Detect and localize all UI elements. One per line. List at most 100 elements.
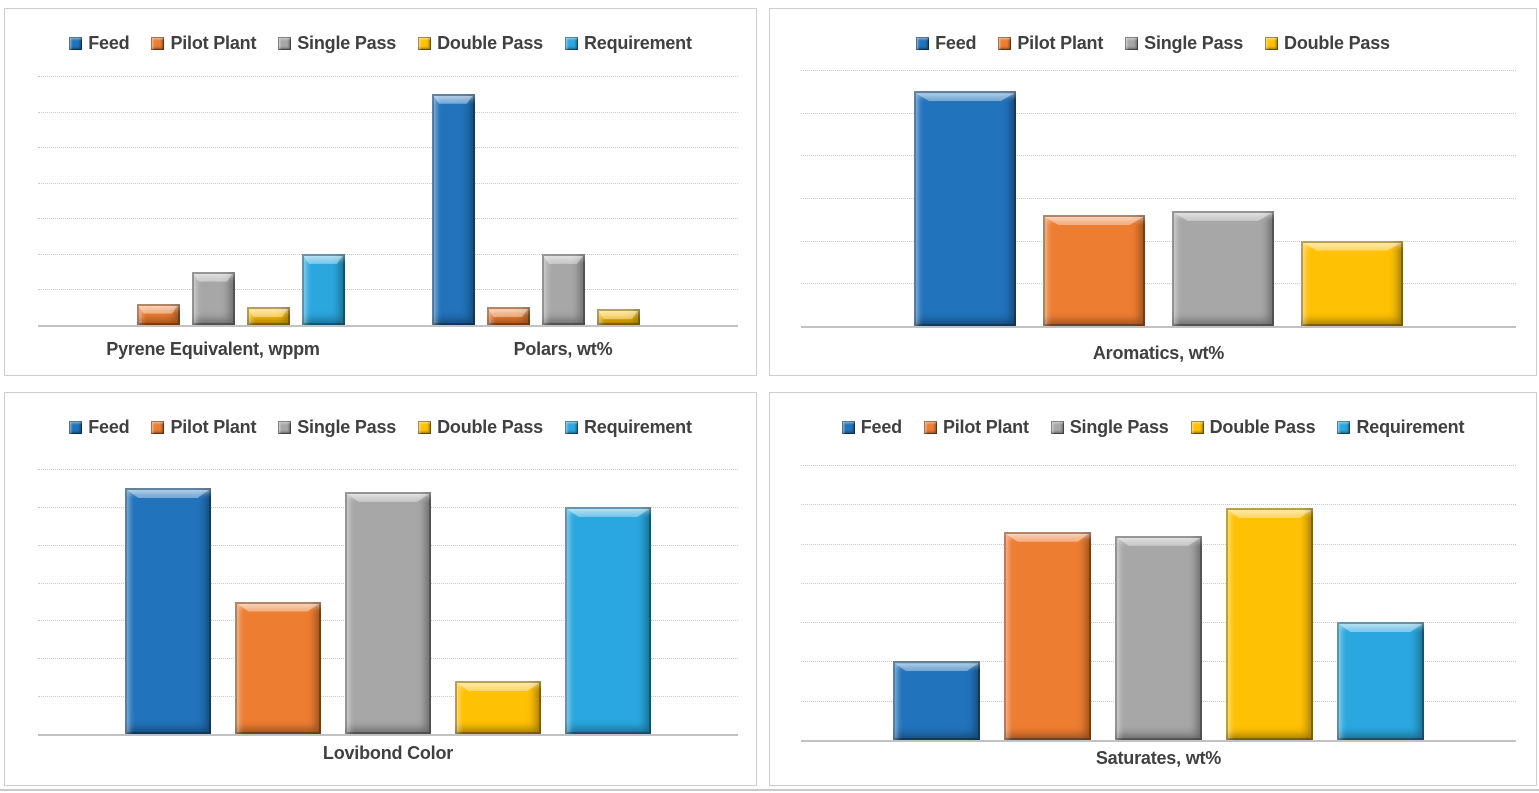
legend-item-feed: Feed [841,417,902,438]
gridline [38,289,738,291]
bar-slot-single-pass [345,469,431,734]
legend-swatch-icon [418,420,432,434]
bar-slot-single-pass [191,76,235,325]
category-labels: Lovibond Color [38,743,738,764]
bar-single-pass [1115,535,1202,740]
gridline [801,283,1516,285]
bar-pilot-plant [486,307,530,325]
bar-double-pass [246,307,290,325]
legend-item-single-pass: Single Pass [1050,417,1169,438]
bar-slot-pilot-plant [486,76,530,325]
bar-slot-feed [893,465,980,740]
legend-label: Single Pass [297,32,397,53]
bar-slot-requirement [1337,465,1424,740]
legend-label: Single Pass [297,416,397,437]
legend-item-single-pass: Single Pass [1125,33,1243,54]
bar-slot-requirement [301,76,345,325]
plot-area [38,76,738,327]
bar-feed [431,93,475,325]
legend-swatch-icon [151,36,165,50]
bar-slot-double-pass [455,469,541,734]
category-labels: Pyrene Equivalent, wppm Polars, wt% [38,339,738,360]
legend-item-pilot-plant: Pilot Plant [151,417,256,438]
gridline [801,240,1516,242]
chart-panel-aromatics: Feed Pilot Plant Single Pass Double Pass Ar… [769,8,1537,376]
legend-item-requirement: Requirement [564,33,692,54]
legend-swatch-icon [564,420,578,434]
plot-area [801,465,1516,742]
legend-item-feed: Feed [69,33,130,54]
gridline [801,70,1516,71]
bar-double-pass [455,681,541,734]
category-group [38,76,388,325]
legend-label: Pilot Plant [942,416,1029,437]
bar-slot-requirement [652,76,695,325]
bar-slot-requirement [565,469,651,734]
bar-single-pass [191,271,235,325]
category-label: Lovibond Color [322,743,454,763]
legend-item-pilot-plant: Pilot Plant [998,33,1103,54]
bar-pilot-plant [1004,531,1091,740]
legend-swatch-icon [1265,36,1279,50]
bar-pilot-plant [136,303,180,325]
bar-feed [893,661,980,740]
legend-swatch-icon [916,36,930,50]
bar-groups [38,469,738,734]
legend-label: Double Pass [437,416,543,437]
legend-label: Pilot Plant [170,32,257,53]
legend-swatch-icon [1125,36,1139,50]
legend-swatch-icon [564,36,578,50]
plot-area [801,70,1516,328]
legend-label: Pilot Plant [1017,32,1104,53]
legend-label: Single Pass [1144,32,1244,53]
bar-double-pass [1226,508,1313,740]
bar-single-pass [1172,210,1274,326]
gridline [38,218,738,220]
bar-slot-feed [914,70,1016,326]
legend-swatch-icon [841,420,855,434]
gridline [38,253,738,255]
bar-slot-feed [125,469,211,734]
legend-item-feed: Feed [916,33,977,54]
legend-item-double-pass: Double Pass [418,33,543,54]
bar-groups [801,465,1516,740]
bar-groups [38,76,738,325]
chart-panel-lovibond-color: Feed Pilot Plant Single Pass Double Pass Req… [4,392,757,786]
bar-slot-pilot-plant [235,469,321,734]
category-group [38,469,738,734]
category-labels: Aromatics, wt% [801,343,1516,364]
category-label: Polars, wt% [513,339,613,359]
category-label: Aromatics, wt% [1092,343,1225,363]
bar-slot-double-pass [1301,70,1403,326]
bar-slot-double-pass [596,76,640,325]
gridline [38,469,738,470]
plot-area [38,469,738,736]
legend-swatch-icon [1050,420,1064,434]
bar-slot-pilot-plant [1004,465,1091,740]
bar-slot-single-pass [1115,465,1202,740]
legend-item-requirement: Requirement [1337,417,1464,438]
category-group [801,465,1516,740]
bar-single-pass [345,491,431,734]
bar-pilot-plant [235,601,321,734]
bar-groups [801,70,1516,326]
bar-requirement [1337,622,1424,740]
page-bottom-edge [0,789,1539,791]
legend-label: Double Pass [437,32,543,53]
legend-swatch-icon [1337,420,1351,434]
legend-label: Requirement [583,416,692,437]
legend-swatch-icon [278,36,292,50]
bar-pilot-plant [1043,215,1145,326]
chart-legend: Feed Pilot Plant Single Pass Double Pass Req… [5,31,756,55]
bar-slot-double-pass [1226,465,1313,740]
bar-slot-pilot-plant [136,76,180,325]
legend-item-single-pass: Single Pass [278,417,396,438]
legend-swatch-icon [69,36,83,50]
legend-swatch-icon [69,420,83,434]
category-group [388,76,738,325]
chart-panel-saturates: Feed Pilot Plant Single Pass Double Pass Req… [769,392,1537,786]
bar-slot-single-pass [541,76,585,325]
legend-item-feed: Feed [69,417,130,438]
bar-single-pass [541,253,585,325]
